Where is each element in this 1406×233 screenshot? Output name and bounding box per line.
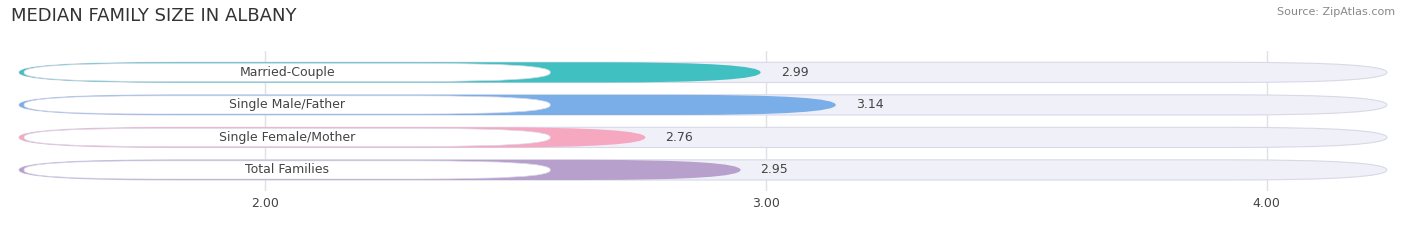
FancyBboxPatch shape bbox=[20, 127, 645, 147]
FancyBboxPatch shape bbox=[20, 62, 1386, 82]
Text: Single Female/Mother: Single Female/Mother bbox=[219, 131, 356, 144]
Text: Total Families: Total Families bbox=[245, 163, 329, 176]
Text: Single Male/Father: Single Male/Father bbox=[229, 98, 344, 111]
FancyBboxPatch shape bbox=[24, 96, 550, 114]
FancyBboxPatch shape bbox=[24, 63, 550, 82]
FancyBboxPatch shape bbox=[24, 161, 550, 179]
Text: 2.76: 2.76 bbox=[665, 131, 693, 144]
Text: 2.99: 2.99 bbox=[780, 66, 808, 79]
FancyBboxPatch shape bbox=[20, 160, 1386, 180]
FancyBboxPatch shape bbox=[20, 95, 835, 115]
Text: Married-Couple: Married-Couple bbox=[239, 66, 335, 79]
FancyBboxPatch shape bbox=[20, 62, 761, 82]
FancyBboxPatch shape bbox=[24, 128, 550, 147]
FancyBboxPatch shape bbox=[20, 127, 1386, 147]
FancyBboxPatch shape bbox=[20, 95, 1386, 115]
Text: 2.95: 2.95 bbox=[761, 163, 789, 176]
Text: 3.14: 3.14 bbox=[856, 98, 883, 111]
Text: MEDIAN FAMILY SIZE IN ALBANY: MEDIAN FAMILY SIZE IN ALBANY bbox=[11, 7, 297, 25]
Text: Source: ZipAtlas.com: Source: ZipAtlas.com bbox=[1277, 7, 1395, 17]
FancyBboxPatch shape bbox=[20, 160, 741, 180]
